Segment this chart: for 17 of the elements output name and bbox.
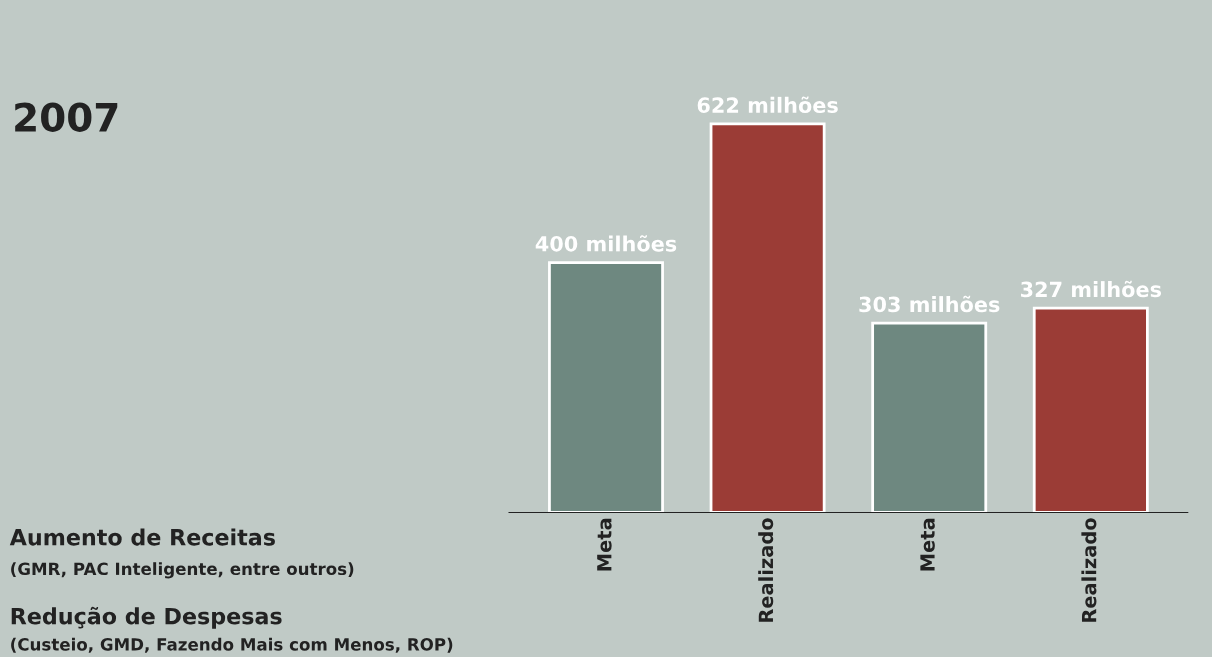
x-tick-label: Realizado [758,518,774,622]
text: Aumento de Receitas [9,528,275,546]
data-label: 327 milhões [1020,280,1162,298]
text: (Custeio, GMD, Fazendo Mais com Menos, ROP) [11,637,453,653]
x-tick-label: Meta [597,518,612,571]
text: Redução de Despesas [11,606,282,629]
data-label: 622 milhões [697,96,838,113]
data-label: 303 milhões [859,295,1000,313]
text: (GMR, PAC Inteligente, entre outros) [11,562,354,579]
bar [1032,306,1149,513]
bar [548,261,664,513]
x-tick-label: Realizado [1081,518,1097,622]
bar [871,321,988,513]
x-tick-label: Meta [920,518,935,571]
text: 2007 [15,102,118,132]
data-label: 400 milhões [535,235,677,252]
bar [709,122,826,513]
